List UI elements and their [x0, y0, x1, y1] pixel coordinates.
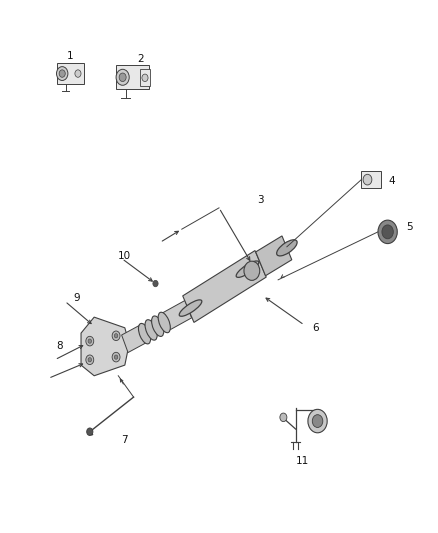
Circle shape	[244, 261, 260, 280]
Ellipse shape	[145, 320, 157, 340]
Text: 5: 5	[406, 222, 413, 231]
Text: 9: 9	[73, 294, 80, 303]
Text: 1: 1	[67, 51, 74, 61]
Circle shape	[112, 352, 120, 362]
Circle shape	[153, 280, 158, 287]
Circle shape	[312, 415, 323, 427]
Text: 2: 2	[137, 54, 144, 63]
Circle shape	[88, 358, 92, 362]
Text: 10: 10	[118, 251, 131, 261]
Circle shape	[86, 336, 94, 346]
Text: 3: 3	[257, 195, 264, 205]
Circle shape	[280, 413, 287, 422]
Polygon shape	[81, 317, 129, 376]
Circle shape	[382, 225, 393, 239]
Circle shape	[114, 334, 118, 338]
Polygon shape	[256, 236, 292, 276]
Circle shape	[142, 74, 148, 82]
Circle shape	[308, 409, 327, 433]
Ellipse shape	[138, 324, 151, 344]
Text: 8: 8	[56, 342, 63, 351]
Polygon shape	[183, 251, 266, 322]
Circle shape	[363, 174, 372, 185]
Polygon shape	[161, 301, 191, 331]
Circle shape	[114, 355, 118, 359]
Circle shape	[86, 355, 94, 365]
Polygon shape	[122, 325, 148, 352]
Circle shape	[378, 220, 397, 244]
Circle shape	[75, 70, 81, 77]
Ellipse shape	[277, 240, 297, 256]
Text: 4: 4	[389, 176, 396, 186]
Circle shape	[119, 73, 126, 82]
Ellipse shape	[236, 261, 259, 277]
Circle shape	[112, 331, 120, 341]
Bar	[140, 69, 150, 86]
Circle shape	[57, 67, 68, 80]
Circle shape	[59, 70, 65, 77]
Bar	[361, 171, 381, 188]
Circle shape	[88, 339, 92, 343]
Text: 6: 6	[312, 323, 319, 333]
Ellipse shape	[179, 300, 202, 316]
Bar	[116, 65, 149, 89]
Bar	[57, 63, 84, 84]
Circle shape	[87, 428, 93, 435]
Ellipse shape	[158, 312, 170, 333]
Text: 11: 11	[296, 456, 309, 466]
Ellipse shape	[152, 316, 164, 336]
Text: 7: 7	[121, 435, 128, 445]
Circle shape	[116, 69, 129, 85]
